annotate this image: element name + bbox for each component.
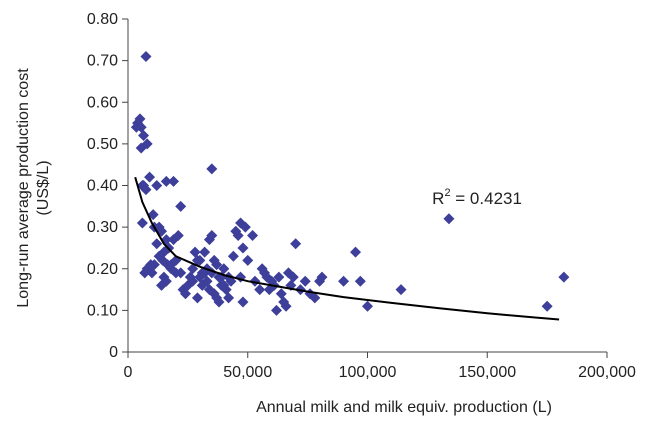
data-point (194, 254, 206, 266)
data-point (558, 271, 570, 283)
y-axis-title: Long-run average production cost (US$/L) (15, 68, 52, 308)
data-point (275, 288, 287, 300)
y-tick-label: 0.50 (87, 136, 118, 153)
data-point (211, 259, 223, 271)
data-point (254, 284, 266, 296)
data-point (138, 130, 150, 142)
data-point (187, 275, 199, 287)
y-tick-label: 0.60 (87, 94, 118, 111)
data-point (213, 296, 225, 308)
y-axis-title-line1: Long-run average production cost (15, 68, 32, 308)
trendline (134, 176, 560, 321)
data-point (280, 300, 292, 312)
data-point (218, 263, 230, 275)
data-point (189, 246, 201, 258)
data-point (223, 292, 235, 304)
data-point (237, 242, 249, 254)
data-point (135, 142, 147, 154)
data-point (151, 238, 163, 250)
data-point (395, 284, 407, 296)
data-point (270, 304, 282, 316)
x-tick-label: 0 (124, 364, 133, 381)
data-point (316, 271, 328, 283)
data-point (160, 175, 172, 187)
data-point (151, 180, 163, 191)
data-point (338, 275, 350, 287)
data-point (179, 288, 191, 300)
x-axis-title: Annual milk and milk equiv. production (… (256, 399, 552, 416)
y-tick-label: 0.80 (87, 11, 118, 28)
y-tick-label: 0.40 (87, 178, 118, 195)
y-tick-label: 0.20 (87, 261, 118, 278)
data-point (350, 246, 362, 258)
data-point (144, 171, 156, 183)
data-point (156, 279, 168, 291)
data-point (541, 300, 553, 312)
data-point (145, 259, 157, 271)
data-point (237, 296, 249, 308)
data-point (249, 275, 261, 287)
data-point (287, 271, 299, 283)
data-point (140, 184, 152, 196)
r-squared-label: R2 = 0.4231 (432, 187, 522, 208)
y-tick-label: 0.10 (87, 302, 118, 319)
data-point (187, 263, 199, 275)
x-tick-label: 150,000 (458, 364, 516, 381)
data-point (299, 275, 311, 287)
data-point (354, 275, 366, 287)
x-tick-label: 200,000 (578, 364, 636, 381)
data-point (290, 238, 302, 250)
data-point (134, 113, 146, 125)
data-point (201, 275, 213, 287)
data-point (136, 217, 148, 229)
data-point (168, 175, 180, 187)
y-tick-label: 0.30 (87, 219, 118, 236)
data-point (362, 300, 373, 312)
data-point (175, 267, 187, 279)
data-point (206, 163, 218, 175)
data-point (309, 292, 321, 304)
data-point (140, 50, 152, 62)
data-point (232, 229, 244, 241)
data-point (247, 229, 259, 241)
data-point (199, 246, 211, 258)
data-point (273, 271, 285, 283)
x-axis-ticks: 0 50,000 100,000 150,000 200,000 (124, 352, 636, 381)
data-point (172, 229, 184, 241)
data-point (227, 250, 239, 262)
data-point (175, 200, 187, 212)
data-point (135, 121, 147, 133)
y-axis-ticks: 0 0.10 0.20 0.30 0.40 0.50 0.60 0.70 0.80 (87, 11, 128, 361)
data-point (443, 213, 455, 225)
data-point (239, 221, 251, 233)
data-point (139, 267, 151, 279)
x-tick-label: 100,000 (339, 364, 397, 381)
data-point (191, 292, 203, 304)
y-tick-label: 0 (109, 344, 118, 361)
y-axis-title-line2: (US$/L) (35, 160, 52, 215)
data-point (242, 254, 254, 266)
data-point (206, 229, 218, 241)
y-tick-label: 0.70 (87, 53, 118, 70)
data-point (220, 284, 232, 296)
x-tick-label: 50,000 (223, 364, 272, 381)
scatter-points (130, 50, 570, 316)
